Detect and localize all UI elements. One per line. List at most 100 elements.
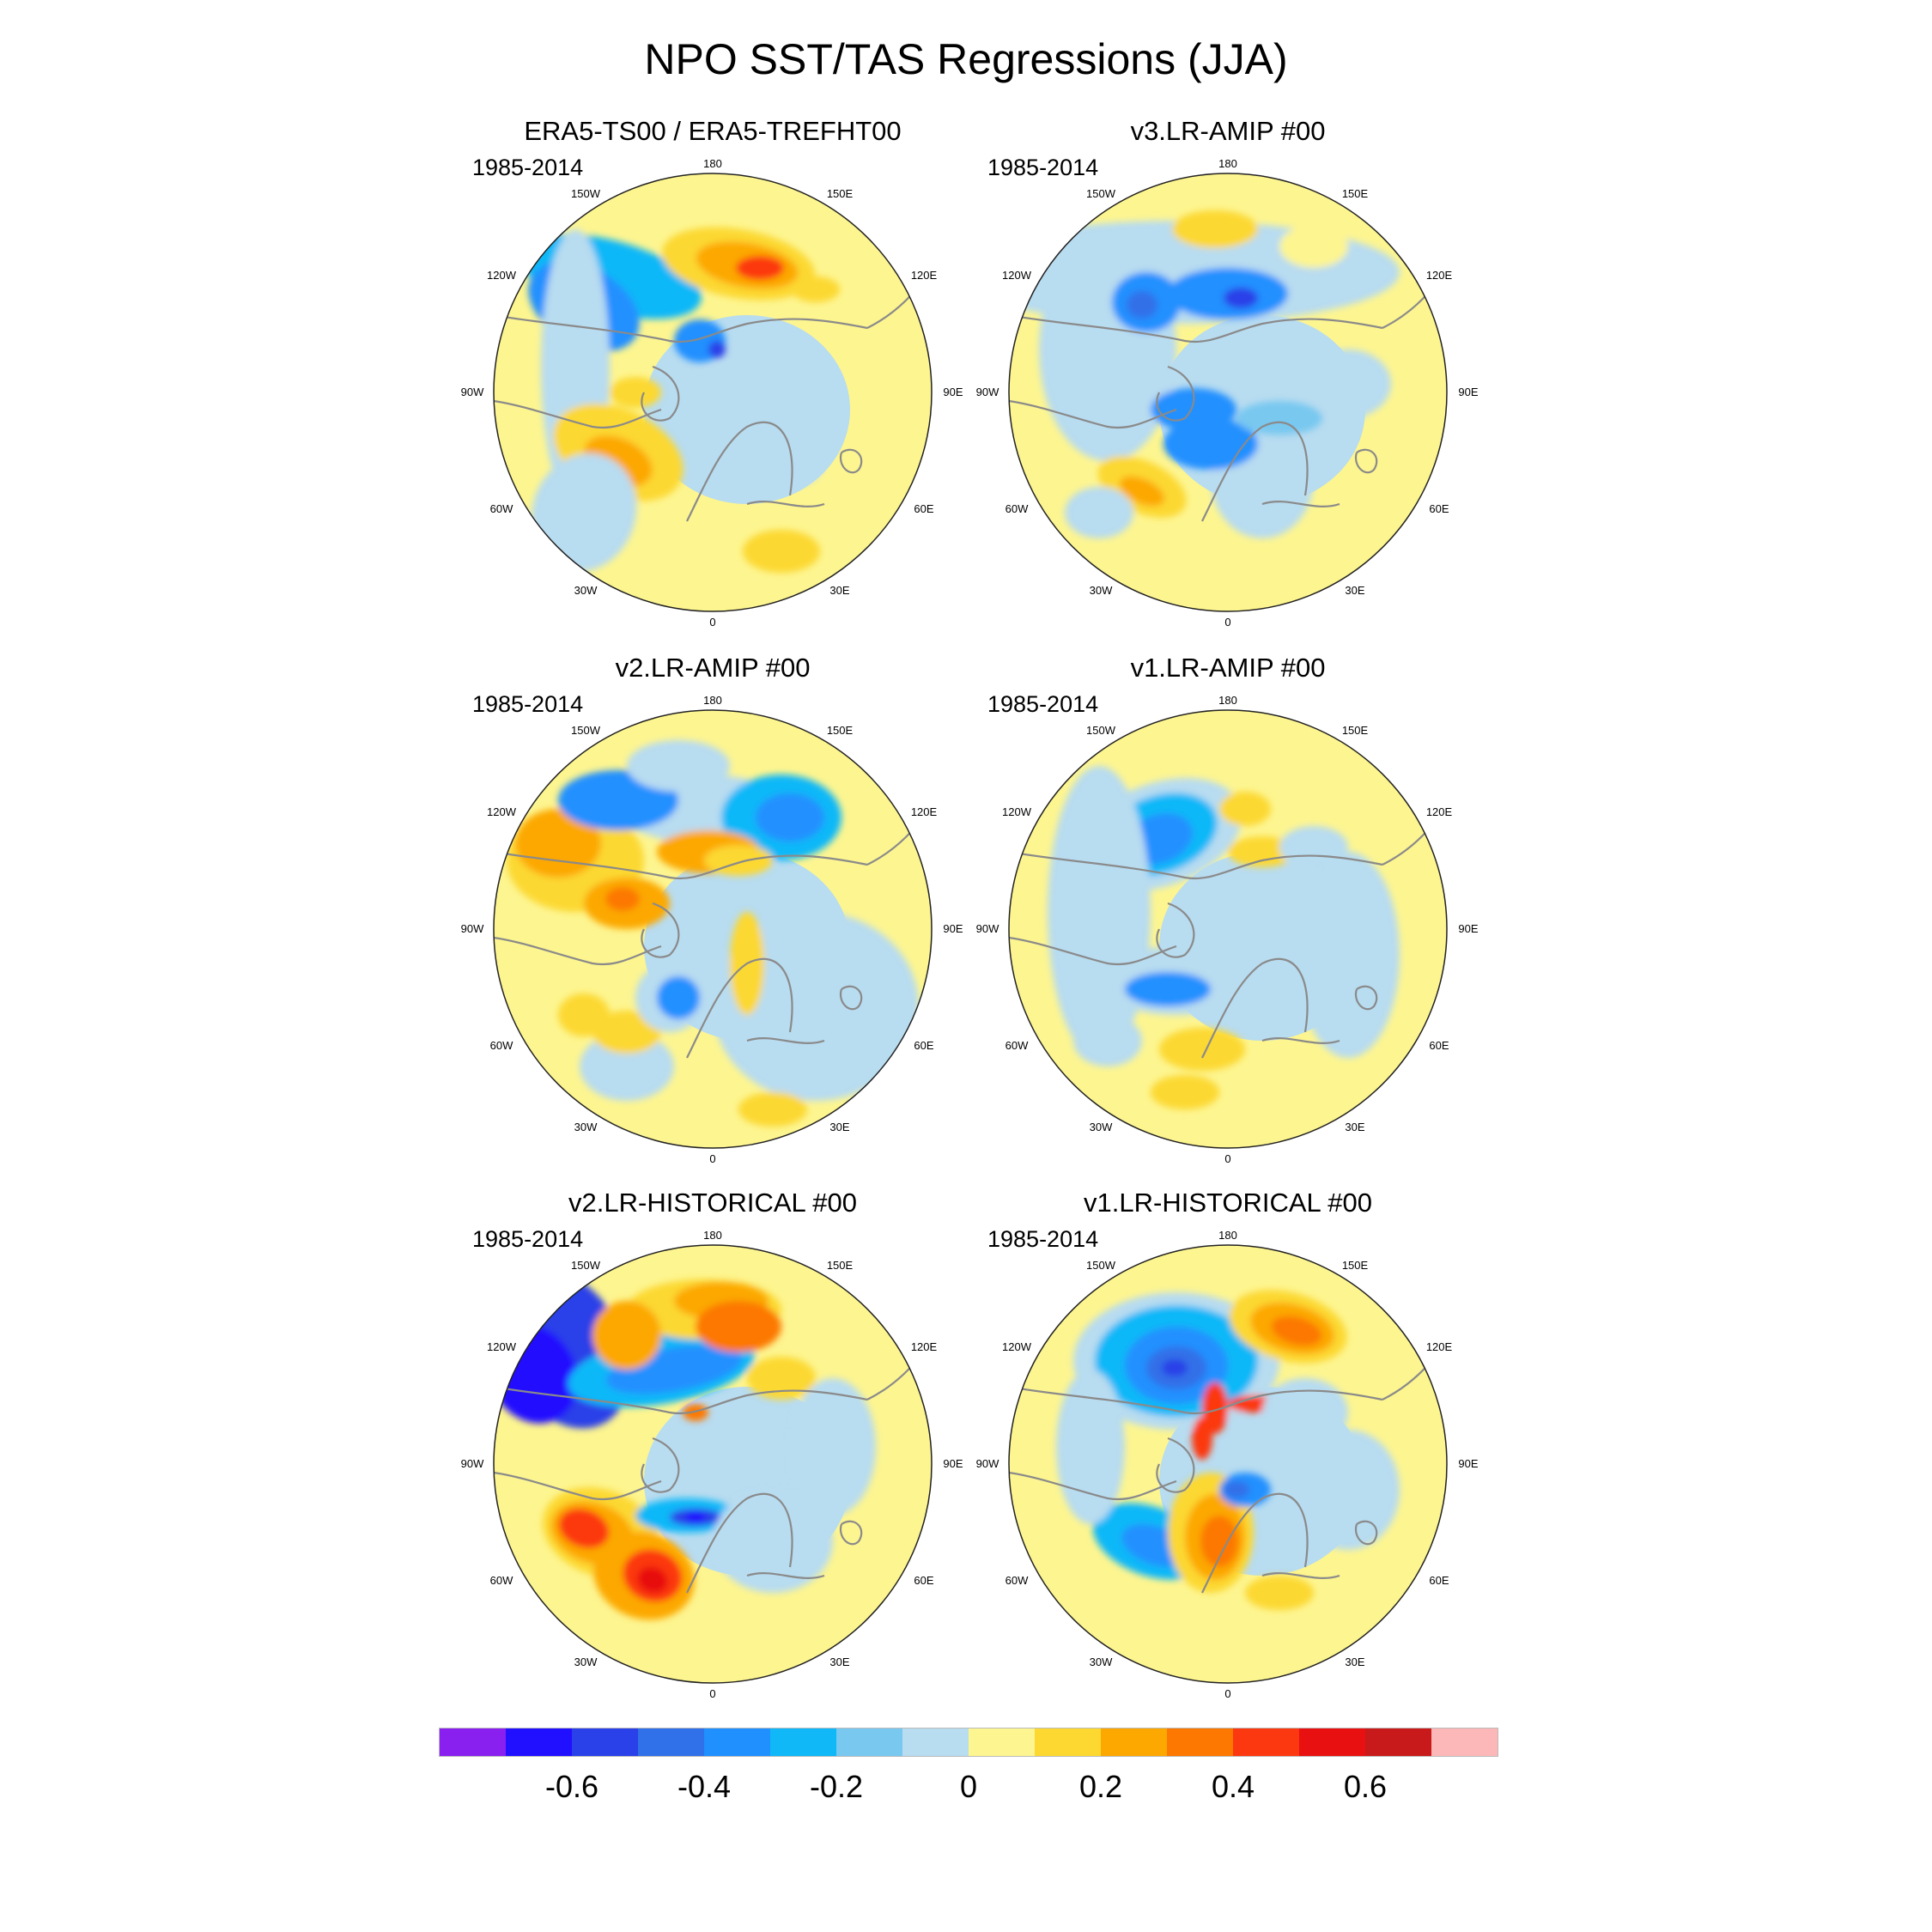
- longitude-label: 120E: [911, 805, 938, 818]
- anomaly-region: [1159, 1028, 1245, 1071]
- field-layer: [1009, 173, 1447, 611]
- coastline: [839, 448, 863, 474]
- anomaly-region: [580, 1032, 674, 1101]
- longitude-label: 60W: [490, 1039, 513, 1052]
- colorbar-swatch: [770, 1728, 836, 1756]
- colorbar-tick-label: -0.6: [544, 1769, 599, 1804]
- longitude-label: 180: [703, 157, 722, 170]
- panel-title: v2.LR-HISTORICAL #00: [568, 1188, 857, 1218]
- colorbar-swatch: [638, 1728, 704, 1756]
- longitude-label: 60E: [914, 1574, 933, 1587]
- polar-map: 180 150E 120E 90E 60E 30E 0 30W 60W 90W 120W 150W: [461, 1229, 963, 1700]
- longitude-label: 60E: [914, 1039, 933, 1052]
- colorbar-swatch: [1299, 1728, 1365, 1756]
- longitude-label: 180: [703, 1229, 722, 1242]
- longitude-label: 60E: [1429, 1574, 1449, 1587]
- anomaly-region: [1151, 1075, 1219, 1109]
- longitude-label: 30E: [829, 1656, 849, 1668]
- anomaly-region: [1192, 1417, 1212, 1460]
- panel-period: 1985-2014: [472, 1226, 584, 1252]
- colorbar-tick-label: -0.4: [677, 1769, 732, 1804]
- anomaly-region: [747, 1357, 816, 1400]
- colorbar-tick-label: 0.4: [1211, 1769, 1255, 1804]
- longitude-label: 150E: [1342, 1259, 1369, 1272]
- coastline: [494, 850, 868, 880]
- anomaly-region: [592, 1301, 661, 1370]
- field-layer: [1009, 1245, 1447, 1683]
- anomaly-region: [1073, 1015, 1142, 1066]
- map-border: [493, 1244, 933, 1684]
- coastlines: [1009, 280, 1439, 522]
- panel-period: 1985-2014: [987, 1226, 1099, 1252]
- colorbar-swatch: [969, 1728, 1035, 1756]
- colorbar-swatch: [506, 1728, 572, 1756]
- coastline: [839, 1520, 863, 1546]
- colorbar: [440, 1728, 1498, 1756]
- colorbar-swatch: [1431, 1728, 1498, 1756]
- colorbar-swatch: [1365, 1728, 1431, 1756]
- coastlines: [494, 1352, 924, 1594]
- anomaly-region: [657, 976, 700, 1019]
- coastline: [1201, 957, 1309, 1059]
- coastline: [1009, 1385, 1383, 1415]
- longitude-label: 60E: [1429, 502, 1449, 515]
- field-layer: [494, 173, 932, 611]
- colorbar-swatch: [1035, 1728, 1101, 1756]
- coastline: [1009, 399, 1177, 429]
- anomaly-region: [515, 809, 601, 878]
- field-layer: [494, 710, 932, 1148]
- anomaly-region: [531, 453, 637, 572]
- colorbar-tick-label: -0.2: [809, 1769, 864, 1804]
- coastline: [1261, 1037, 1340, 1044]
- coastline: [1009, 313, 1383, 343]
- anomaly-region: [685, 1512, 706, 1522]
- coastline: [1201, 1492, 1309, 1594]
- polar-map: 180 150E 120E 90E 60E 30E 0 30W 60W 90W 120W 150W: [461, 157, 963, 629]
- anomaly-region: [1236, 401, 1322, 435]
- longitude-label: 90W: [461, 922, 484, 935]
- longitude-label: 0: [1224, 1152, 1230, 1165]
- longitude-label: 60E: [1429, 1039, 1449, 1052]
- longitude-label: 150E: [1342, 187, 1369, 200]
- anomaly-region: [1219, 792, 1271, 826]
- longitude-label: 30W: [1090, 1121, 1113, 1133]
- panel-title: v1.LR-AMIP #00: [1130, 653, 1326, 683]
- polar-map: 180 150E 120E 90E 60E 30E 0 30W 60W 90W 120W 150W: [976, 1229, 1479, 1700]
- longitude-label: 30W: [574, 584, 598, 597]
- anomaly-region: [1127, 291, 1157, 319]
- coastline: [641, 365, 680, 422]
- longitude-label: 30W: [574, 1656, 598, 1668]
- longitude-label: 60W: [490, 1574, 513, 1587]
- longitude-label: 90E: [1458, 922, 1478, 935]
- panel-title: v2.LR-AMIP #00: [615, 653, 811, 683]
- longitude-label: 150E: [827, 724, 854, 737]
- longitude-label: 180: [703, 694, 722, 707]
- coastline: [1156, 1437, 1195, 1493]
- colorbar-tick-label: 0: [959, 1769, 978, 1804]
- longitude-label: 150E: [827, 187, 854, 200]
- field-layer: [494, 1245, 932, 1683]
- coastline: [1354, 448, 1378, 474]
- map-panel: 180 150E 120E 90E 60E 30E 0 30W 60W 90W 120W 150W v2…: [447, 1188, 979, 1703]
- colorbar-swatch: [572, 1728, 638, 1756]
- map-panel: 180 150E 120E 90E 60E 30E 0 30W 60W 90W 120W 150W v3…: [962, 116, 1494, 631]
- longitude-label: 0: [709, 616, 715, 629]
- coastline: [641, 902, 680, 958]
- map-panel: 180 150E 120E 90E 60E 30E 0 30W 60W 90W 120W 150W v2…: [447, 653, 979, 1168]
- longitude-label: 120W: [1002, 805, 1032, 818]
- coastline: [1156, 365, 1195, 422]
- anomaly-region: [1200, 1516, 1238, 1567]
- longitude-label: 90E: [1458, 1457, 1478, 1470]
- anomaly-region: [738, 1092, 807, 1127]
- figure-title: NPO SST/TAS Regressions (JJA): [644, 35, 1288, 83]
- coastline: [1354, 985, 1378, 1011]
- anomaly-region: [713, 1490, 833, 1593]
- colorbar-tick-label: 0.6: [1343, 1769, 1388, 1804]
- longitude-label: 90W: [976, 386, 999, 398]
- coastline: [494, 1385, 868, 1415]
- longitude-label: 120E: [1426, 269, 1453, 282]
- colorbar-tick-label: 0.2: [1078, 1769, 1123, 1804]
- colorbar-swatch: [836, 1728, 902, 1756]
- panel-title: v3.LR-AMIP #00: [1130, 116, 1326, 146]
- coastline: [1009, 850, 1383, 880]
